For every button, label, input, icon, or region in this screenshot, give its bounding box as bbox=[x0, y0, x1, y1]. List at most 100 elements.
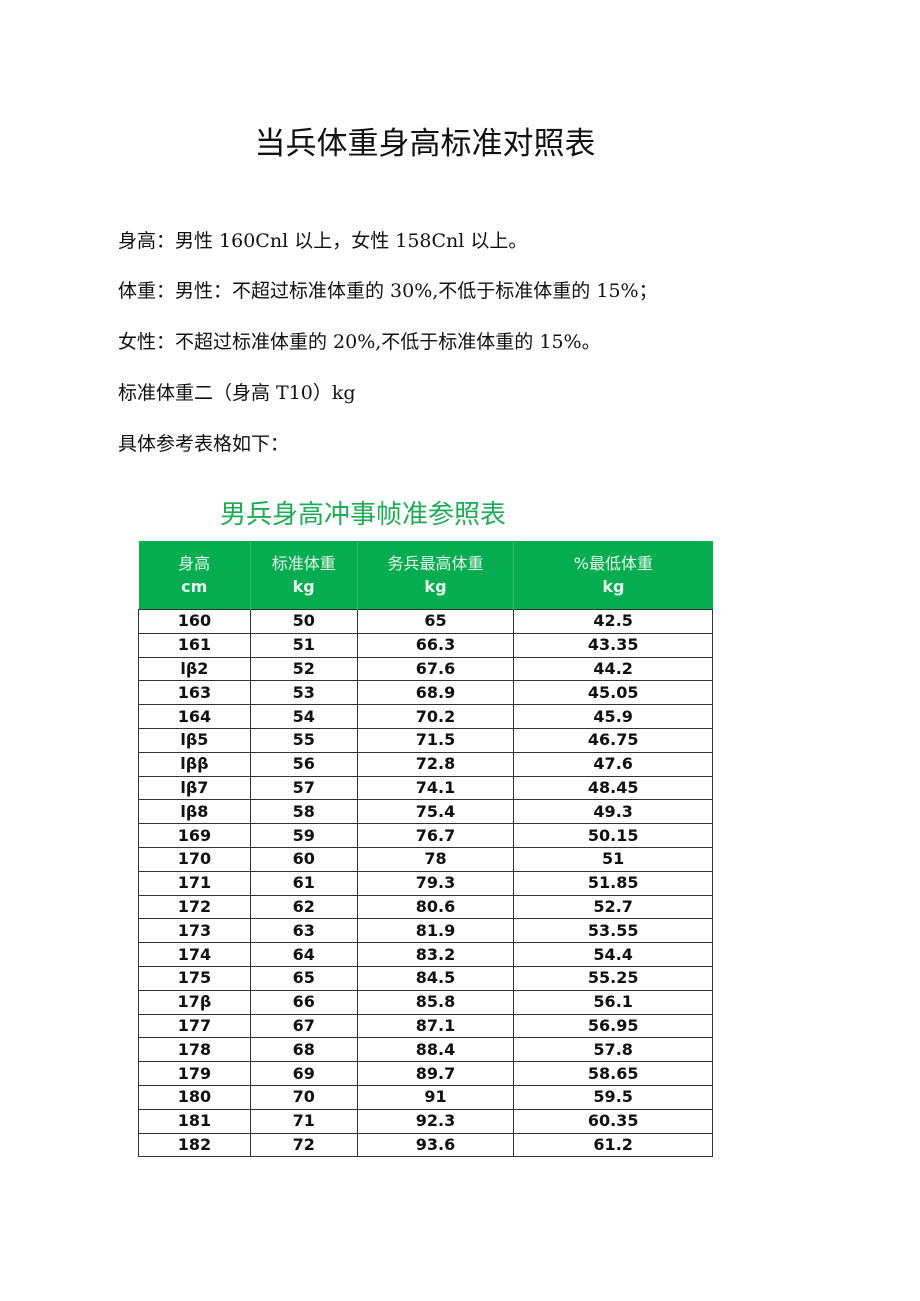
table-cell: 45.05 bbox=[513, 680, 713, 706]
table-title: 男兵身高冲事帧准参照表 bbox=[220, 500, 507, 530]
table-cell: 178 bbox=[138, 1037, 251, 1063]
table-cell: 56.95 bbox=[513, 1013, 713, 1039]
table-cell: 177 bbox=[138, 1013, 251, 1039]
column-header: %最低体重 kg bbox=[513, 541, 713, 610]
table-row: 161 51 66.3 43.35 bbox=[138, 632, 713, 658]
table-cell: 171 bbox=[138, 870, 251, 896]
header-label: 务兵最高体重 bbox=[387, 554, 484, 573]
table-cell: 181 bbox=[138, 1108, 251, 1134]
table-cell: 72 bbox=[249, 1132, 358, 1158]
table-cell: 62 bbox=[249, 894, 358, 920]
table-cell: 72.8 bbox=[356, 751, 515, 777]
table-cell: 46.75 bbox=[513, 727, 713, 753]
table-cell: 59.5 bbox=[513, 1084, 713, 1110]
table-cell: 172 bbox=[138, 894, 251, 920]
table-cell: 74.1 bbox=[356, 775, 515, 801]
table-row: 175 65 84.5 55.25 bbox=[138, 965, 713, 991]
table-cell: 88.4 bbox=[356, 1037, 515, 1063]
table-cell: 174 bbox=[138, 942, 251, 967]
table-row: 169 59 76.7 50.15 bbox=[138, 823, 713, 848]
table-cell: 49.3 bbox=[513, 799, 713, 825]
table-cell: 173 bbox=[138, 918, 251, 944]
table-cell: 85.8 bbox=[356, 989, 515, 1015]
table-cell: 52 bbox=[249, 656, 358, 682]
table-cell: 53.55 bbox=[513, 918, 713, 944]
table-row: lβ8 58 75.4 49.3 bbox=[138, 799, 713, 825]
table-row: 171 61 79.3 51.85 bbox=[138, 870, 713, 896]
table-cell: 163 bbox=[138, 680, 251, 706]
page-title: 当兵体重身高标准对照表 bbox=[254, 126, 596, 162]
table-cell: 59 bbox=[249, 823, 358, 848]
header-label: 身高 bbox=[178, 554, 211, 573]
table-row: 180 70 91 59.5 bbox=[138, 1084, 713, 1110]
table-row: lβ5 55 71.5 46.75 bbox=[138, 727, 713, 753]
header-unit: kg bbox=[292, 577, 315, 596]
table-cell: 58.65 bbox=[513, 1061, 713, 1086]
table-cell: lββ bbox=[138, 751, 251, 777]
table-cell: 69 bbox=[249, 1061, 358, 1086]
table-cell: 70 bbox=[249, 1084, 358, 1110]
table-cell: 87.1 bbox=[356, 1013, 515, 1039]
table-cell: 78 bbox=[356, 846, 515, 872]
table-cell: 68.9 bbox=[356, 680, 515, 706]
table-cell: 91 bbox=[356, 1084, 515, 1110]
table-cell: 53 bbox=[249, 680, 358, 706]
table-row: 164 54 70.2 45.9 bbox=[138, 704, 713, 729]
paragraph-formula: 标准体重二（身高 T10）kg bbox=[118, 382, 356, 404]
table-cell: 65 bbox=[249, 965, 358, 991]
table-cell: 79.3 bbox=[356, 870, 515, 896]
table-row: 182 72 93.6 61.2 bbox=[138, 1132, 713, 1158]
table-cell: 51 bbox=[513, 846, 713, 872]
table-cell: 60.35 bbox=[513, 1108, 713, 1134]
paragraph-weight-male: 体重：男性：不超过标准体重的 30%,不低于标准体重的 15%； bbox=[118, 280, 658, 302]
table-cell: 17β bbox=[138, 989, 251, 1015]
table-cell: 44.2 bbox=[513, 656, 713, 682]
table-cell: 169 bbox=[138, 823, 251, 848]
table-cell: 51.85 bbox=[513, 870, 713, 896]
paragraph-height: 身高：男性 160Cnl 以上，女性 158Cnl 以上。 bbox=[118, 230, 528, 252]
table-cell: 56.1 bbox=[513, 989, 713, 1015]
header-unit: kg bbox=[424, 577, 447, 596]
table-cell: 47.6 bbox=[513, 751, 713, 777]
table-cell: 55.25 bbox=[513, 965, 713, 991]
table-cell: 182 bbox=[138, 1132, 251, 1158]
table-cell: 61.2 bbox=[513, 1132, 713, 1158]
table-cell: lβ5 bbox=[138, 727, 251, 753]
table-cell: 48.45 bbox=[513, 775, 713, 801]
table-cell: lβ2 bbox=[138, 656, 251, 682]
weight-height-table: 身高 cm 标准体重 kg 务兵最高体重 kg %最低体重 kg 160 50 65 42.5 161… bbox=[138, 541, 713, 1158]
table-cell: 179 bbox=[138, 1061, 251, 1086]
table-cell: 67.6 bbox=[356, 656, 515, 682]
table-cell: 42.5 bbox=[513, 609, 713, 634]
table-row: 174 64 83.2 54.4 bbox=[138, 942, 713, 967]
table-cell: 66 bbox=[249, 989, 358, 1015]
column-header: 身高 cm bbox=[138, 541, 251, 610]
table-cell: 76.7 bbox=[356, 823, 515, 848]
table-cell: 45.9 bbox=[513, 704, 713, 729]
table-cell: 55 bbox=[249, 727, 358, 753]
paragraph-weight-female: 女性：不超过标准体重的 20%,不低于标准体重的 15%。 bbox=[118, 331, 601, 353]
table-cell: 61 bbox=[249, 870, 358, 896]
table-cell: 51 bbox=[249, 632, 358, 658]
table-cell: 54.4 bbox=[513, 942, 713, 967]
table-cell: 83.2 bbox=[356, 942, 515, 967]
paragraph-intro: 具体参考表格如下： bbox=[118, 433, 290, 455]
header-unit: kg bbox=[602, 577, 625, 596]
table-cell: 71 bbox=[249, 1108, 358, 1134]
table-row: 178 68 88.4 57.8 bbox=[138, 1037, 713, 1063]
table-cell: 89.7 bbox=[356, 1061, 515, 1086]
table-cell: 58 bbox=[249, 799, 358, 825]
table-cell: lβ8 bbox=[138, 799, 251, 825]
table-cell: 54 bbox=[249, 704, 358, 729]
table-cell: 71.5 bbox=[356, 727, 515, 753]
table-cell: 75.4 bbox=[356, 799, 515, 825]
table-cell: 64 bbox=[249, 942, 358, 967]
table-cell: 65 bbox=[356, 609, 515, 634]
table-cell: 43.35 bbox=[513, 632, 713, 658]
table-cell: 84.5 bbox=[356, 965, 515, 991]
table-cell: 68 bbox=[249, 1037, 358, 1063]
table-cell: 60 bbox=[249, 846, 358, 872]
table-cell: 92.3 bbox=[356, 1108, 515, 1134]
table-cell: 175 bbox=[138, 965, 251, 991]
table-row: 170 60 78 51 bbox=[138, 846, 713, 872]
